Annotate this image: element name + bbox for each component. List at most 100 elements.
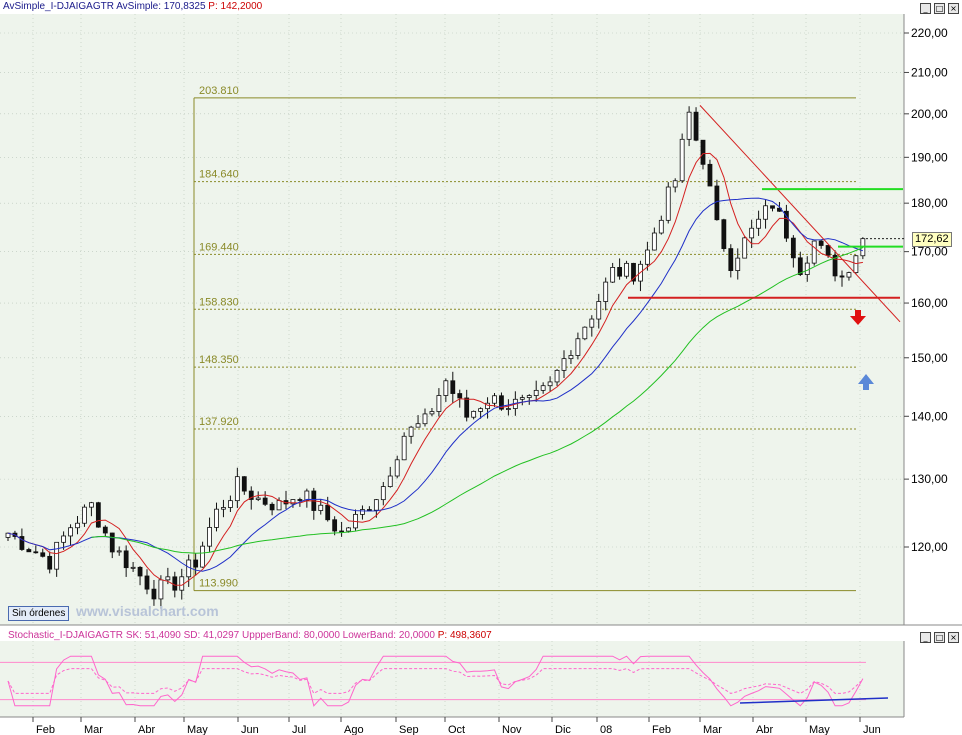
candle-body bbox=[33, 551, 39, 554]
candle-body bbox=[672, 180, 678, 188]
main-price-panel bbox=[0, 14, 904, 625]
main-p-value: P: 142,2000 bbox=[208, 1, 263, 12]
candle-body bbox=[269, 503, 275, 511]
candle-body bbox=[332, 519, 338, 532]
candle-body bbox=[290, 499, 296, 505]
candle-body bbox=[234, 476, 240, 502]
stoch-sd-line bbox=[7, 668, 864, 695]
stoch-sk: SK: 51,4090 bbox=[125, 630, 181, 641]
candle-body bbox=[82, 506, 87, 524]
candle-body bbox=[561, 358, 567, 371]
candle-body bbox=[227, 500, 233, 508]
fib-level-label: 169.440 bbox=[199, 241, 239, 253]
candle-body bbox=[624, 262, 629, 277]
fib-level-label: 203.810 bbox=[199, 85, 239, 97]
candles bbox=[5, 106, 866, 609]
candle-body bbox=[109, 532, 115, 553]
stoch-sk-line bbox=[7, 655, 864, 707]
candle-body bbox=[394, 459, 400, 477]
candle-body bbox=[102, 526, 108, 534]
stoch-minimize-button[interactable]: _ bbox=[920, 632, 931, 643]
candle-body bbox=[137, 566, 143, 577]
main-indicator-name: AvSimple_I-DJAIGAGTR bbox=[3, 1, 114, 12]
minimize-button[interactable]: _ bbox=[920, 3, 931, 14]
stoch-indicator-name: Stochastic_I-DJAIGAGTR bbox=[8, 630, 124, 641]
candle-body bbox=[415, 423, 421, 428]
close-button[interactable]: × bbox=[948, 3, 959, 14]
candle-body bbox=[61, 535, 66, 543]
stoch-lower: LowerBand: 20,0000 bbox=[342, 630, 435, 641]
y-tick-label: 190,00 bbox=[911, 150, 948, 164]
candle-body bbox=[589, 318, 595, 328]
candle-body bbox=[818, 240, 824, 246]
candle-body bbox=[214, 508, 219, 528]
y-tick-label: 150,00 bbox=[911, 351, 948, 365]
candle-body bbox=[728, 248, 734, 271]
candle-body bbox=[825, 245, 831, 256]
candle-body bbox=[158, 579, 164, 600]
y-tick-label: 200,00 bbox=[911, 107, 948, 121]
watermark: www.visualchart.com bbox=[76, 603, 219, 619]
candle-body bbox=[756, 218, 761, 229]
x-tick-label: Mar bbox=[703, 724, 722, 735]
candle-body bbox=[151, 588, 157, 600]
x-tick-label: May bbox=[187, 724, 208, 735]
y-tick-label: 120,00 bbox=[911, 540, 948, 554]
x-tick-label: Sep bbox=[399, 724, 419, 735]
stoch-close-button[interactable]: × bbox=[948, 632, 959, 643]
candle-body bbox=[735, 257, 741, 271]
candle-body bbox=[366, 509, 372, 511]
grid bbox=[0, 14, 904, 717]
candle-body bbox=[304, 490, 310, 501]
candle-body bbox=[464, 397, 470, 418]
candle-body bbox=[429, 411, 435, 415]
x-tick-label: Jun bbox=[241, 724, 259, 735]
candle-body bbox=[540, 385, 546, 391]
y-tick-label: 210,00 bbox=[911, 65, 948, 79]
x-tick-label: Jul bbox=[292, 724, 306, 735]
x-tick-label: Feb bbox=[36, 724, 55, 735]
trendlines bbox=[628, 105, 906, 323]
stoch-header: Stochastic_I-DJAIGAGTR SK: 51,4090 SD: 4… bbox=[8, 630, 492, 642]
maximize-button[interactable]: □ bbox=[934, 3, 945, 14]
candle-body bbox=[617, 267, 622, 277]
candle-body bbox=[519, 397, 525, 400]
candle-body bbox=[797, 257, 803, 275]
candle-body bbox=[499, 395, 504, 410]
x-tick-label: Nov bbox=[502, 724, 522, 735]
candle-body bbox=[707, 163, 713, 187]
stoch-axis bbox=[904, 641, 962, 717]
candle-body bbox=[846, 272, 852, 278]
candle-body bbox=[505, 408, 511, 410]
fib-level-label: 158.830 bbox=[199, 296, 239, 308]
y-axis-ticks: 220,00 210,00 200,00 190,00 180,00 170,00 160,… bbox=[904, 26, 948, 554]
candle-body bbox=[241, 476, 247, 492]
candle-body bbox=[207, 527, 212, 547]
x-tick-label: May bbox=[809, 724, 830, 735]
stoch-maximize-button[interactable]: □ bbox=[934, 632, 945, 643]
candle-body bbox=[123, 550, 129, 569]
y-tick-label: 180,00 bbox=[911, 196, 948, 210]
candle-body bbox=[547, 381, 553, 387]
candle-body bbox=[26, 549, 32, 553]
candle-body bbox=[832, 254, 838, 277]
candle-body bbox=[631, 262, 636, 282]
candle-body bbox=[714, 185, 720, 221]
candle-body bbox=[665, 186, 671, 221]
main-indicator-value: AvSimple: 170,8325 bbox=[116, 1, 206, 12]
orders-badge[interactable]: Sin órdenes bbox=[8, 606, 70, 621]
x-tick-label: Abr bbox=[138, 724, 155, 735]
candle-body bbox=[492, 395, 497, 404]
fib-level-label: 137.920 bbox=[199, 416, 239, 428]
candle-body bbox=[380, 486, 386, 501]
candle-body bbox=[116, 550, 122, 553]
candle-body bbox=[387, 475, 393, 487]
candle-body bbox=[172, 576, 178, 591]
candle-body bbox=[742, 237, 748, 259]
candle-body bbox=[568, 355, 574, 360]
x-tick-label: Dic bbox=[555, 724, 571, 735]
x-axis-ticks: Feb Mar Abr May Jun Jul Ago Sep Oct Nov Dic 08 Feb Ma… bbox=[32, 717, 881, 735]
candle-body bbox=[54, 541, 60, 570]
candle-body bbox=[471, 410, 477, 418]
